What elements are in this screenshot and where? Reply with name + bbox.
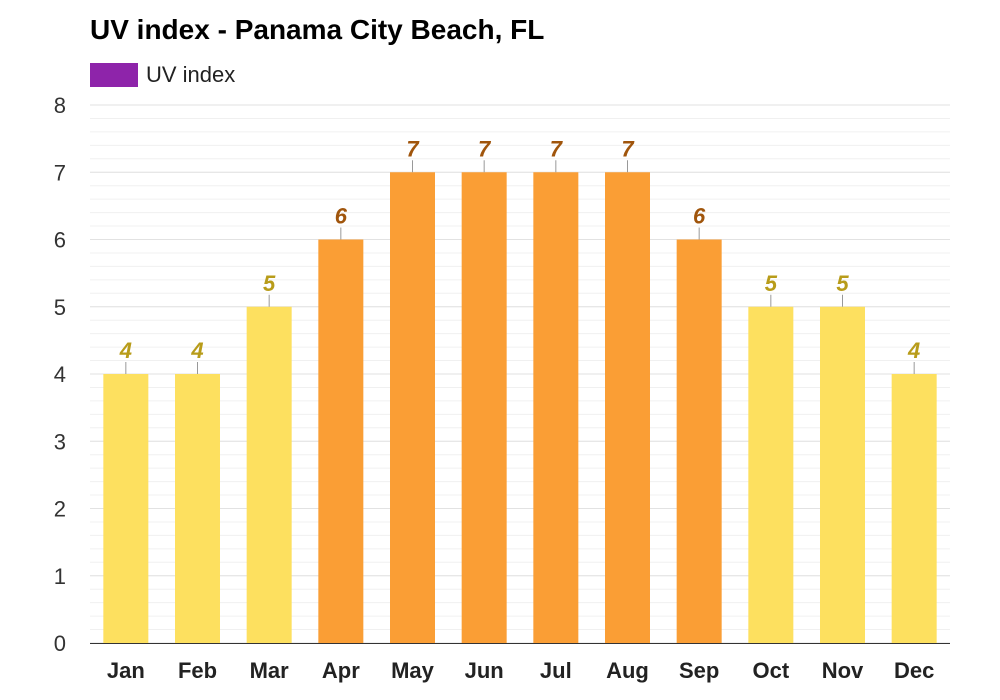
legend-label: UV index bbox=[146, 62, 236, 87]
y-tick-label: 7 bbox=[54, 160, 66, 185]
data-label: 7 bbox=[621, 136, 635, 161]
y-axis: 0 1 2 3 4 5 6 7 8 bbox=[54, 93, 66, 656]
data-label: 4 bbox=[190, 338, 203, 363]
bar bbox=[175, 374, 220, 643]
y-tick-label: 8 bbox=[54, 93, 66, 118]
bar bbox=[533, 172, 579, 643]
x-tick-label: Nov bbox=[822, 658, 864, 683]
bar bbox=[605, 172, 650, 643]
bar bbox=[891, 374, 937, 643]
x-tick-label: Feb bbox=[178, 658, 217, 683]
y-tick-label: 2 bbox=[54, 497, 66, 522]
legend-swatch bbox=[90, 63, 138, 87]
data-label: 6 bbox=[693, 204, 706, 229]
x-tick-label: May bbox=[391, 658, 435, 683]
bar bbox=[390, 172, 435, 643]
x-tick-label: Dec bbox=[894, 658, 934, 683]
legend: UV index bbox=[90, 62, 235, 88]
data-label: 4 bbox=[119, 338, 132, 363]
y-tick-label: 4 bbox=[54, 362, 66, 387]
data-label: 5 bbox=[765, 271, 778, 296]
x-tick-label: Aug bbox=[606, 658, 649, 683]
x-tick-label: Mar bbox=[250, 658, 290, 683]
data-label: 4 bbox=[907, 338, 920, 363]
bars bbox=[103, 172, 937, 643]
data-label: 7 bbox=[550, 136, 564, 161]
bar bbox=[103, 374, 149, 643]
x-tick-label: Sep bbox=[679, 658, 719, 683]
y-tick-label: 5 bbox=[54, 295, 66, 320]
x-axis: Jan Feb Mar Apr May Jun Jul Aug Sep Oct Nov Dec bbox=[90, 643, 950, 683]
data-labels: 4 4 5 6 7 7 7 7 6 5 5 4 bbox=[119, 136, 920, 374]
chart-title: UV index - Panama City Beach, FL bbox=[90, 14, 545, 45]
data-label: 7 bbox=[478, 136, 492, 161]
bar bbox=[676, 239, 722, 643]
bar bbox=[318, 239, 364, 643]
x-tick-label: Jun bbox=[465, 658, 504, 683]
bar bbox=[820, 306, 865, 643]
x-tick-label: Apr bbox=[322, 658, 360, 683]
bar bbox=[748, 306, 794, 643]
x-tick-label: Jan bbox=[107, 658, 145, 683]
data-label: 5 bbox=[836, 271, 849, 296]
data-label: 5 bbox=[263, 271, 276, 296]
x-tick-label: Jul bbox=[540, 658, 572, 683]
data-label: 6 bbox=[335, 204, 348, 229]
y-tick-label: 1 bbox=[54, 564, 66, 589]
x-tick-label: Oct bbox=[752, 658, 789, 683]
y-tick-label: 3 bbox=[54, 429, 66, 454]
data-label: 7 bbox=[406, 136, 420, 161]
y-tick-label: 6 bbox=[54, 228, 66, 253]
bar bbox=[461, 172, 507, 643]
bar bbox=[246, 306, 292, 643]
y-tick-label: 0 bbox=[54, 631, 66, 656]
